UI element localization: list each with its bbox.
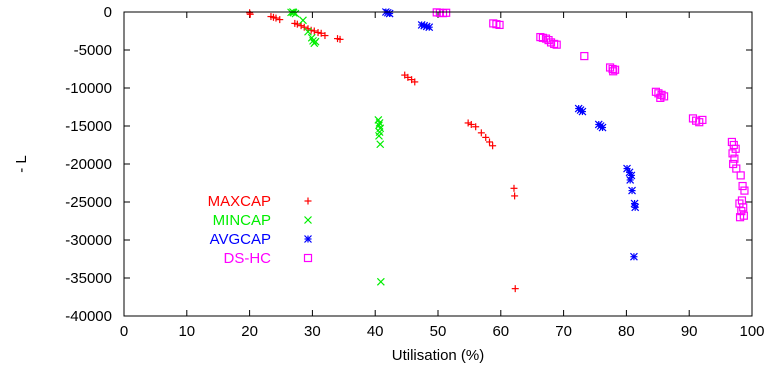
x-tick-label: 100 [739, 323, 764, 340]
x-tick-label: 60 [492, 323, 509, 340]
y-tick-label: -10000 [65, 80, 112, 97]
data-point [309, 36, 317, 45]
y-tick-label: -15000 [65, 118, 112, 135]
series-maxcap [246, 9, 519, 293]
data-point [310, 39, 319, 48]
data-point [299, 16, 307, 25]
legend-label: AVGCAP [210, 231, 271, 248]
y-tick-label: -40000 [65, 308, 112, 325]
data-point [698, 115, 707, 125]
data-point [609, 67, 618, 76]
data-point [495, 20, 504, 30]
data-point [580, 51, 589, 61]
data-point [317, 29, 325, 37]
data-point [511, 192, 519, 200]
data-point [736, 171, 745, 180]
legend-marker [304, 235, 312, 243]
y-tick-label: -35000 [65, 270, 112, 287]
data-point [737, 207, 746, 216]
x-tick-label: 0 [120, 323, 128, 340]
x-tick-label: 30 [304, 323, 321, 340]
data-point [336, 35, 344, 43]
legend-marker [303, 253, 313, 263]
x-tick-label: 90 [681, 323, 698, 340]
x-tick-label: 40 [367, 323, 384, 340]
tick-marks [123, 11, 753, 317]
data-point [550, 39, 559, 49]
y-tick-label: -25000 [65, 194, 112, 211]
x-tick-label: 70 [555, 323, 572, 340]
data-point [630, 252, 638, 261]
data-point [730, 154, 739, 163]
data-point [626, 176, 635, 184]
data-point [628, 186, 636, 195]
data-point [246, 9, 254, 17]
data-point [631, 203, 640, 212]
data-point [740, 186, 749, 195]
data-point [314, 29, 322, 37]
series-avgcap [381, 8, 640, 261]
data-point [732, 164, 741, 173]
data-point [467, 120, 475, 128]
data-point [598, 123, 607, 132]
data-point [485, 138, 493, 146]
data-point [276, 16, 284, 24]
data-point [627, 171, 636, 180]
data-point [442, 8, 451, 17]
legend-label: DS-HC [224, 250, 272, 267]
data-point [552, 40, 561, 49]
data-point [536, 32, 545, 42]
data-point [510, 184, 518, 192]
legend: MAXCAP MINCAP AVGCAP DS-HC [208, 193, 313, 267]
y-tick-label: -5000 [74, 42, 112, 59]
data-point [489, 142, 497, 150]
data-point [375, 131, 383, 140]
data-point [464, 119, 472, 127]
data-point [578, 107, 587, 116]
data-point [728, 149, 737, 158]
data-point [610, 65, 620, 74]
legend-marker [304, 197, 312, 205]
legend-label: MINCAP [213, 212, 271, 229]
legend-label: MAXCAP [208, 193, 271, 210]
data-point [477, 129, 485, 137]
data-point [304, 27, 312, 36]
y-tick-label: -30000 [65, 232, 112, 249]
data-point [411, 78, 419, 86]
data-point [300, 23, 308, 31]
data-point [310, 27, 318, 35]
data-point [738, 181, 747, 191]
y-tick-label: -20000 [65, 156, 112, 173]
data-point [293, 20, 301, 28]
data-point [376, 277, 385, 286]
data-point [297, 22, 305, 30]
x-tick-label: 80 [618, 323, 635, 340]
data-point [472, 123, 480, 131]
x-tick-labels: 0 10 20 30 40 50 60 70 80 90 100 [120, 323, 765, 340]
data-point [385, 9, 394, 18]
legend-marker [304, 216, 312, 224]
x-tick-label: 50 [430, 323, 447, 340]
series-mincap [287, 8, 385, 286]
series-ds-hc [432, 8, 749, 222]
y-tick-labels: 0 -5000 -10000 -15000 -20000 -25000 -30000 -350… [65, 4, 112, 325]
y-axis-title: - L [13, 155, 30, 173]
data-point [404, 73, 412, 81]
data-point [735, 213, 745, 222]
data-point [425, 23, 434, 32]
plot-frame [123, 11, 753, 317]
data-point [656, 93, 665, 102]
y-tick-label: 0 [104, 4, 112, 21]
x-axis-title: Utilisation (%) [392, 347, 485, 364]
data-point [376, 140, 385, 149]
data-point [321, 32, 329, 40]
data-point [482, 133, 490, 141]
x-tick-label: 20 [241, 323, 258, 340]
x-tick-label: 10 [178, 323, 195, 340]
data-point [272, 14, 280, 22]
data-point [608, 64, 617, 74]
data-points [246, 8, 749, 293]
data-point [511, 285, 519, 293]
